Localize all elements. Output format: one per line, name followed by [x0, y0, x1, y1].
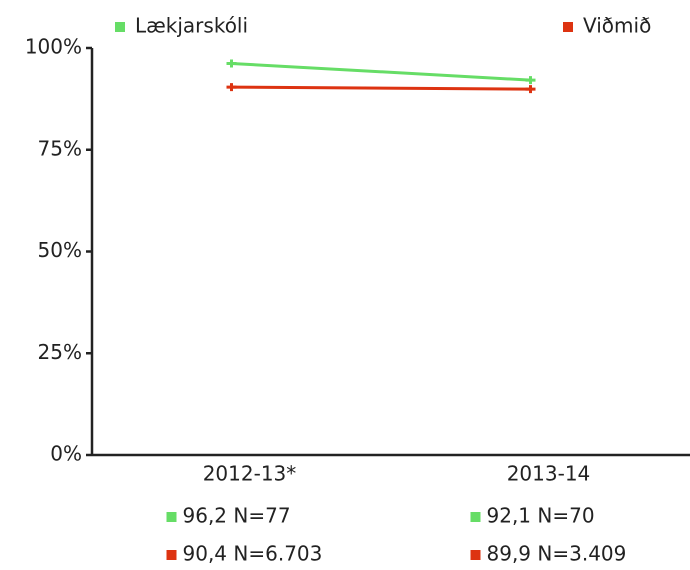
y-tick-label: 50% [38, 238, 82, 262]
value-label-swatch [470, 550, 481, 560]
point-marker [525, 76, 536, 85]
point-marker [525, 85, 536, 94]
legend-swatch [563, 22, 573, 32]
value-label: 89,9 N=3.409 [487, 542, 627, 566]
y-tick-label: 100% [25, 35, 82, 59]
value-label: 90,4 N=6.703 [183, 542, 323, 566]
y-tick-label: 25% [38, 340, 82, 364]
series-line [231, 85, 531, 91]
y-tick-label: 0% [50, 442, 82, 466]
value-label: 92,1 N=70 [487, 504, 595, 528]
y-tick-label: 75% [38, 136, 82, 160]
value-label-swatch [470, 512, 481, 522]
legend-swatch [115, 22, 125, 32]
series-line [231, 61, 531, 82]
value-label-swatch [166, 550, 177, 560]
legend-label: Viðmið [583, 14, 651, 38]
point-marker [226, 59, 237, 68]
legend-label: Lækjarskóli [135, 14, 248, 38]
point-marker [226, 83, 237, 92]
x-tick-label: 2013-14 [507, 462, 591, 486]
value-label-swatch [166, 512, 177, 522]
x-tick-label: 2012-13* [203, 462, 297, 486]
value-label: 96,2 N=77 [183, 504, 291, 528]
